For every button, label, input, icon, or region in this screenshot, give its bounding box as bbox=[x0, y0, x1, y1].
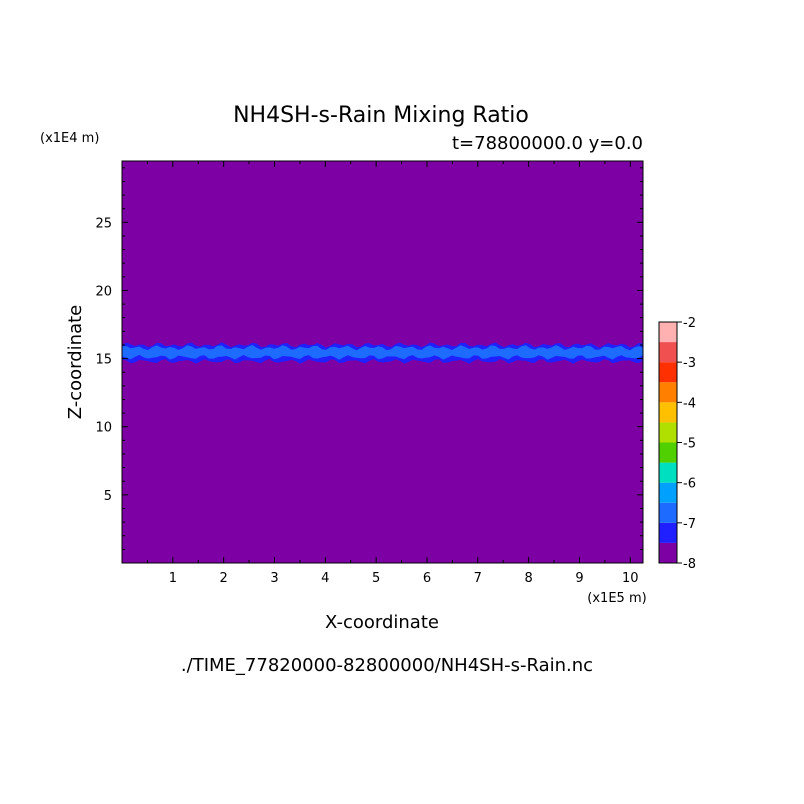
x-axis: 1 2 3 4 5 6 7 8 9 10 bbox=[146, 161, 639, 586]
y-scale-label: (x1E4 m) bbox=[40, 131, 99, 146]
colorbar-tick-label: -5 bbox=[683, 437, 696, 452]
y-tick-label: 5 bbox=[104, 489, 112, 504]
chart-title: NH4SH-s-Rain Mixing Ratio bbox=[233, 103, 529, 128]
colorbar-segment bbox=[659, 482, 677, 503]
x-tick-label: 7 bbox=[474, 571, 482, 586]
plot-frame bbox=[121, 160, 644, 564]
x-axis-label: X-coordinate bbox=[325, 612, 439, 633]
colorbar-tick-label: -7 bbox=[683, 517, 696, 532]
colorbar-segment bbox=[659, 462, 677, 483]
colorbar-segment bbox=[659, 362, 677, 383]
colorbar-segment bbox=[659, 322, 677, 343]
colorbar-tick-label: -4 bbox=[683, 396, 696, 411]
colorbar bbox=[658, 321, 678, 564]
x-tick-label: 10 bbox=[622, 571, 639, 586]
source-file-label: ./TIME_77820000-82800000/NH4SH-s-Rain.nc bbox=[181, 655, 593, 676]
y-axis: 5 10 15 20 25 bbox=[95, 167, 643, 550]
colorbar-segment bbox=[659, 382, 677, 403]
chart-subtitle: t=78800000.0 y=0.0 bbox=[452, 133, 643, 154]
x-tick-label: 6 bbox=[423, 571, 431, 586]
y-tick-label: 10 bbox=[95, 421, 112, 436]
y-tick-label: 15 bbox=[95, 353, 112, 368]
x-scale-label: (x1E5 m) bbox=[587, 591, 646, 606]
x-tick-label: 8 bbox=[524, 571, 532, 586]
colorbar-segment bbox=[659, 502, 677, 523]
colorbar-segment bbox=[659, 402, 677, 423]
colorbar-segment bbox=[659, 442, 677, 463]
colorbar-segment bbox=[659, 342, 677, 363]
y-axis-label: Z-coordinate bbox=[65, 305, 86, 420]
x-tick-label: 9 bbox=[575, 571, 583, 586]
x-tick-label: 5 bbox=[372, 571, 380, 586]
x-tick-label: 4 bbox=[321, 571, 329, 586]
y-tick-label: 20 bbox=[95, 284, 112, 299]
colorbar-tick-label: -3 bbox=[683, 356, 696, 371]
colorbar-segment bbox=[659, 522, 677, 543]
x-tick-label: 2 bbox=[220, 571, 228, 586]
contour-band bbox=[122, 345, 643, 360]
y-tick-label: 25 bbox=[95, 216, 112, 231]
colorbar-segment bbox=[659, 542, 677, 563]
colorbar-ticks: -2 -3 -4 -5 -6 -7 -8 bbox=[677, 316, 696, 572]
plot-area bbox=[121, 160, 644, 564]
colorbar-tick-label: -2 bbox=[683, 316, 696, 331]
colorbar-tick-label: -8 bbox=[683, 557, 696, 572]
colorbar-tick-label: -6 bbox=[683, 477, 696, 492]
colorbar-segment bbox=[659, 422, 677, 443]
x-tick-label: 1 bbox=[169, 571, 177, 586]
x-tick-label: 3 bbox=[270, 571, 278, 586]
